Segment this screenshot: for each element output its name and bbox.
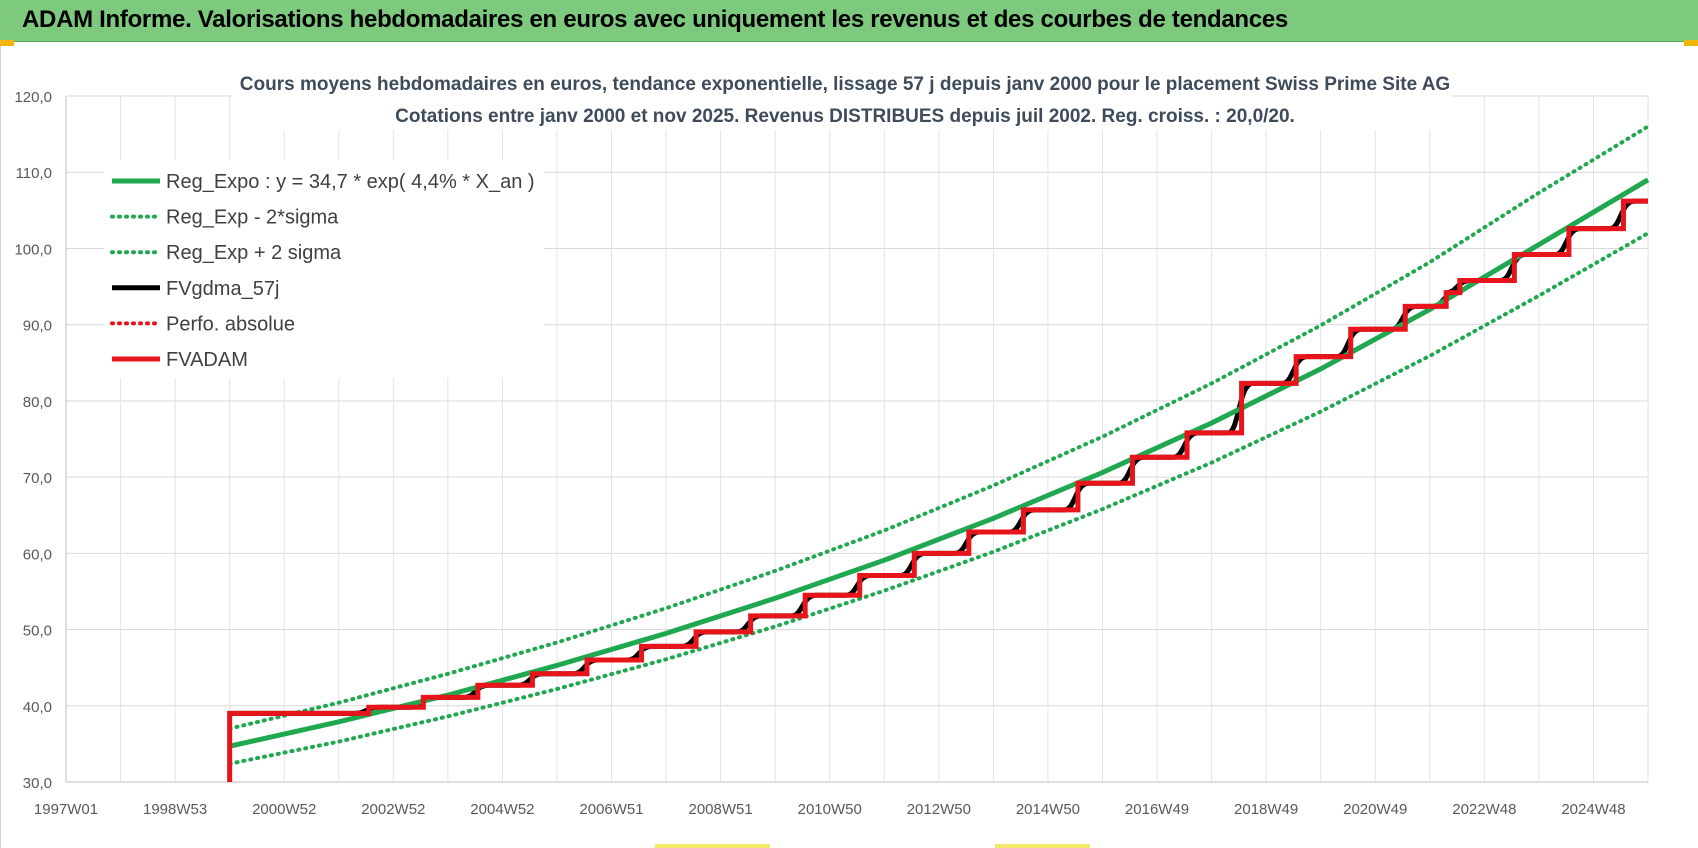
y-tick-label: 50,0 xyxy=(23,623,52,640)
series-fvadam xyxy=(227,198,1648,782)
y-tick-label: 70,0 xyxy=(23,470,52,487)
page-title: ADAM Informe. Valorisations hebdomadaire… xyxy=(22,6,1288,33)
x-tick-label: 1998W53 xyxy=(143,801,207,818)
legend-label: FVgdma_57j xyxy=(166,278,279,300)
corner-marker-right xyxy=(1684,40,1698,46)
corner-marker-left xyxy=(0,40,14,46)
y-tick-label: 110,0 xyxy=(16,165,52,182)
legend-background xyxy=(104,160,544,378)
bottom-strip-1 xyxy=(655,844,770,848)
series-reg-exp-plus-2-sigma xyxy=(227,124,1650,731)
x-tick-label: 2010W50 xyxy=(798,801,862,818)
legend-layer: Reg_Expo : y = 34,7 * exp( 4,4% * X_an )… xyxy=(104,160,544,378)
x-tick-label: 2022W48 xyxy=(1452,801,1516,818)
x-tick-label: 2012W50 xyxy=(907,801,971,818)
x-tick-label: 2006W51 xyxy=(579,801,643,818)
bottom-strip-2 xyxy=(995,844,1090,848)
axis-layer: 30,0 40,0 50,0 60,0 70,0 80,0 90,0 100,0 110,0 12… xyxy=(14,89,1648,818)
x-tick-label: 2016W49 xyxy=(1125,801,1189,818)
x-tick-label: 2014W50 xyxy=(1016,801,1080,818)
chart-title-background xyxy=(232,62,1452,130)
y-tick-label: 40,0 xyxy=(23,699,52,716)
x-tick-label: 1997W01 xyxy=(34,801,98,818)
legend-label: Reg_Exp - 2*sigma xyxy=(166,207,339,229)
y-tick-label: 100,0 xyxy=(14,241,52,258)
series-reg-expo xyxy=(229,177,1650,749)
x-tick-label: 2000W52 xyxy=(252,801,316,818)
legend-label: Reg_Exp + 2 sigma xyxy=(166,242,342,264)
y-tick-label: 60,0 xyxy=(23,546,52,563)
x-tick-label: 2008W51 xyxy=(689,801,753,818)
x-tick-label: 2020W49 xyxy=(1343,801,1407,818)
legend-label: FVADAM xyxy=(166,349,248,371)
y-tick-label: 80,0 xyxy=(23,394,52,411)
legend-label: Perfo. absolue xyxy=(166,313,295,335)
series-reg-exp-minus-2-sigma xyxy=(227,231,1650,766)
y-tick-label: 90,0 xyxy=(23,318,52,335)
x-tick-label: 2002W52 xyxy=(361,801,425,818)
y-tick-label: 30,0 xyxy=(23,775,52,792)
chart-title-layer: Cours moyens hebdomadaires en euros, ten… xyxy=(232,62,1452,130)
chart-frame xyxy=(0,46,1698,848)
chart-title-line: Cours moyens hebdomadaires en euros, ten… xyxy=(240,74,1450,95)
chart-title-line: Cotations entre janv 2000 et nov 2025. R… xyxy=(395,106,1295,127)
x-tick-label: 2018W49 xyxy=(1234,801,1298,818)
y-tick-label: 120,0 xyxy=(14,89,52,106)
header-bar: ADAM Informe. Valorisations hebdomadaire… xyxy=(0,0,1698,42)
legend-label: Reg_Expo : y = 34,7 * exp( 4,4% * X_an ) xyxy=(166,171,535,193)
x-tick-label: 2024W48 xyxy=(1561,801,1625,818)
x-tick-label: 2004W52 xyxy=(470,801,534,818)
series-layer xyxy=(227,124,1650,782)
